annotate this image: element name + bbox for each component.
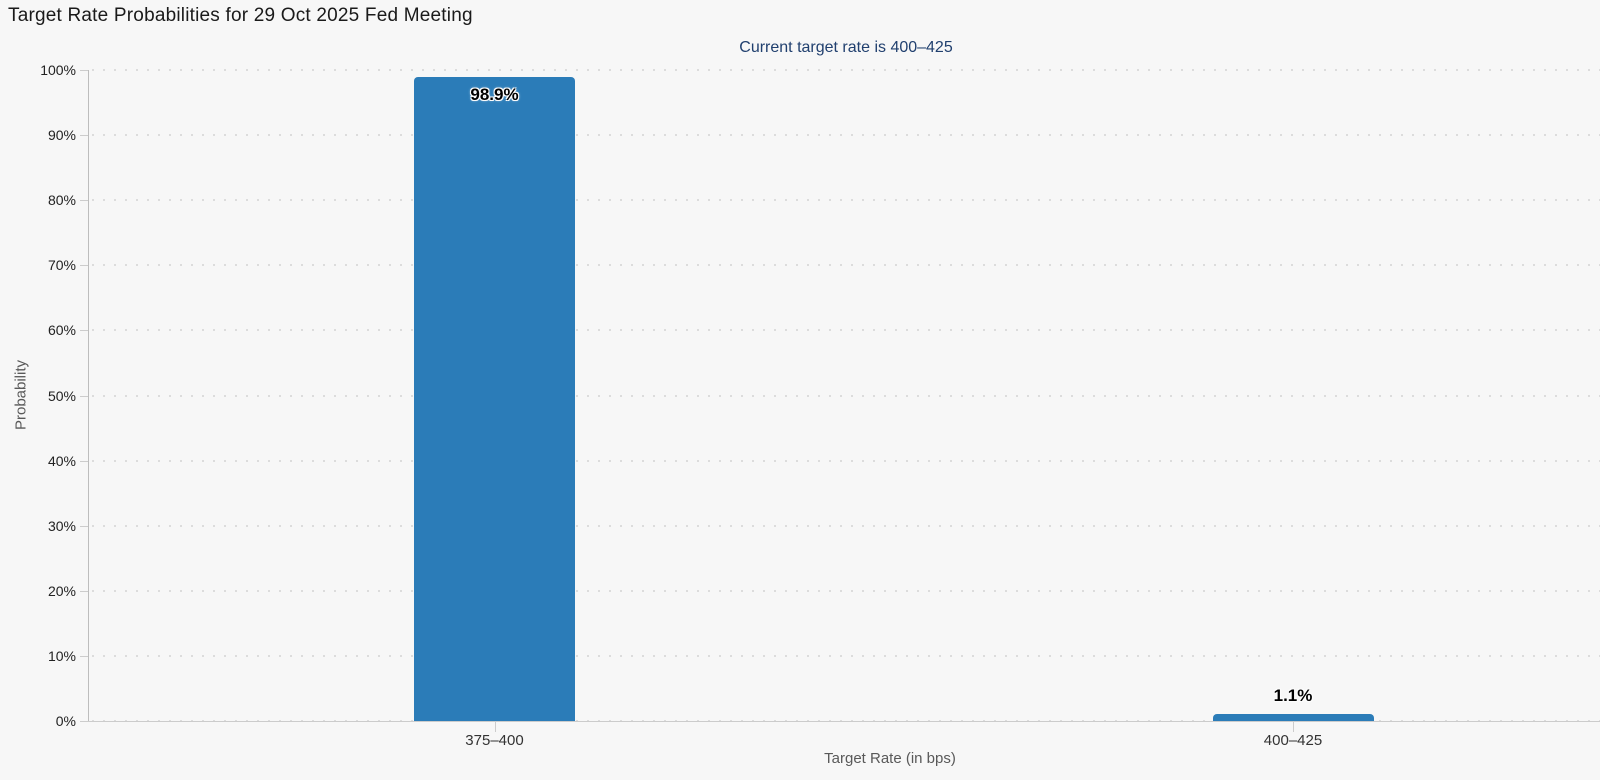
horizontal-gridline <box>92 329 1600 332</box>
horizontal-gridline <box>92 524 1600 527</box>
y-axis-tick <box>80 330 88 332</box>
y-axis-tick <box>80 655 88 657</box>
y-axis-tick <box>80 525 88 527</box>
horizontal-gridline <box>92 654 1600 657</box>
x-category-label: 400–425 <box>1263 732 1323 749</box>
y-tick-label: 10% <box>47 647 76 664</box>
probability-bar-375-400[interactable] <box>414 77 575 721</box>
y-tick-label: 30% <box>47 517 76 534</box>
y-axis-tick <box>80 265 88 267</box>
horizontal-gridline <box>92 199 1600 202</box>
horizontal-gridline <box>92 264 1600 267</box>
x-axis-tick <box>494 722 496 732</box>
horizontal-gridline <box>92 589 1600 592</box>
y-axis-tick <box>80 460 88 462</box>
horizontal-gridline <box>92 69 1600 71</box>
x-axis-title: Target Rate (in bps) <box>824 750 956 767</box>
bar-value-label: 1.1% <box>1273 685 1313 705</box>
horizontal-gridline <box>92 459 1600 462</box>
probability-bar-400-425[interactable] <box>1212 713 1374 721</box>
chart-title: Target Rate Probabilities for 29 Oct 202… <box>8 5 473 26</box>
y-axis-tick <box>80 721 88 722</box>
horizontal-gridline <box>92 134 1600 137</box>
y-tick-label: 80% <box>47 192 76 209</box>
x-axis-line <box>88 721 1600 722</box>
y-tick-label: 40% <box>47 452 76 469</box>
y-axis-title: Probability <box>12 359 30 431</box>
y-tick-label: 20% <box>47 582 76 599</box>
chart-subtitle: Current target rate is 400–425 <box>739 39 953 56</box>
y-axis-tick <box>80 200 88 202</box>
bar-value-label: 98.9% <box>470 85 519 105</box>
horizontal-gridline <box>92 394 1600 397</box>
y-axis-tick <box>80 395 88 397</box>
y-tick-label: 70% <box>47 257 76 274</box>
y-tick-label: 60% <box>47 322 76 339</box>
y-tick-label: 0% <box>55 713 76 729</box>
y-tick-label: 50% <box>47 387 76 404</box>
y-tick-label: 90% <box>47 127 76 144</box>
y-axis-tick <box>80 135 88 137</box>
y-axis-tick <box>80 590 88 592</box>
y-tick-label: 100% <box>40 62 76 78</box>
x-category-label: 375–400 <box>465 732 524 749</box>
y-axis-line <box>88 70 89 721</box>
y-axis-tick <box>80 70 88 71</box>
x-axis-tick <box>1293 722 1294 732</box>
